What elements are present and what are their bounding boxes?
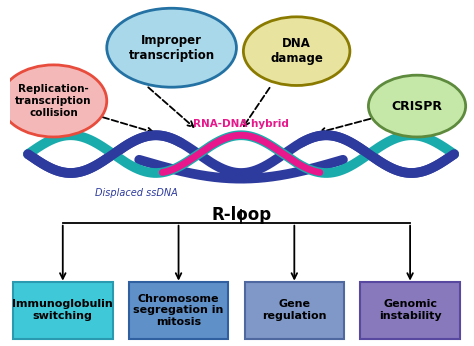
FancyBboxPatch shape	[129, 282, 228, 339]
Ellipse shape	[107, 8, 237, 87]
Text: R-loop: R-loop	[211, 206, 271, 224]
Text: Immunoglobulin
switching: Immunoglobulin switching	[12, 300, 113, 321]
Text: Gene
regulation: Gene regulation	[262, 300, 327, 321]
FancyBboxPatch shape	[245, 282, 344, 339]
Ellipse shape	[368, 75, 465, 137]
Text: Genomic
instability: Genomic instability	[379, 300, 441, 321]
Ellipse shape	[243, 17, 350, 85]
Text: Chromosome
segregation in
mitosis: Chromosome segregation in mitosis	[133, 294, 224, 327]
FancyBboxPatch shape	[360, 282, 460, 339]
Text: DNA
damage: DNA damage	[270, 37, 323, 65]
Text: Displaced ssDNA: Displaced ssDNA	[95, 188, 178, 198]
Text: CRISPR: CRISPR	[392, 100, 443, 112]
Text: RNA-DNA hybrid: RNA-DNA hybrid	[193, 119, 289, 129]
FancyBboxPatch shape	[13, 282, 112, 339]
Text: Replication-
transcription
collision: Replication- transcription collision	[15, 84, 92, 118]
Text: Improper
transcription: Improper transcription	[128, 34, 215, 62]
Ellipse shape	[0, 65, 107, 137]
